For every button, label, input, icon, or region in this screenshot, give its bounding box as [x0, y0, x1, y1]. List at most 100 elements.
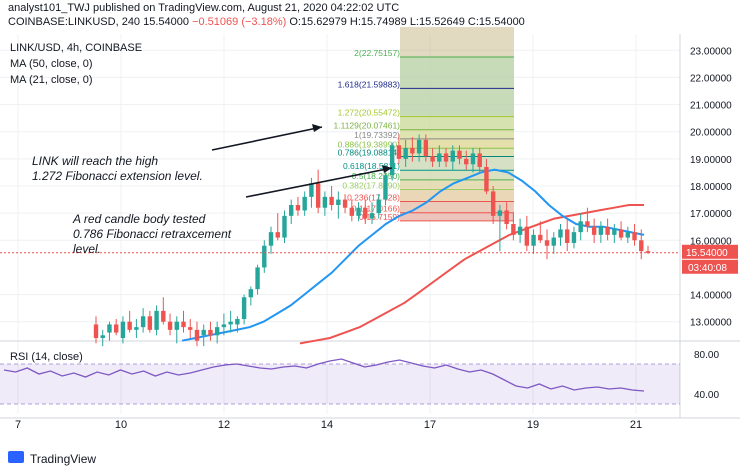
candle-body [531, 234, 536, 246]
candle-body [315, 183, 321, 208]
time-tick-label: 21 [630, 419, 642, 431]
candle-body [275, 232, 280, 238]
candle-body [140, 316, 146, 328]
candle-body [639, 240, 644, 252]
rsi-tick-label: 80.00 [694, 350, 719, 361]
candle-body [437, 153, 442, 162]
candle-body [241, 297, 247, 319]
arrowhead [312, 124, 322, 132]
candle-body [645, 251, 651, 253]
price-change: −0.51069 (−3.18%) [192, 16, 287, 28]
candle-body [470, 153, 476, 165]
price-tick-label: 16.00000 [690, 236, 732, 247]
candle-body [161, 310, 166, 322]
fib-level-label: 1.1129(20.07461) [334, 121, 401, 131]
candle-body [262, 245, 267, 268]
candle-body [363, 207, 368, 219]
fib-level-label: 1.272(20.55472) [338, 108, 401, 118]
candle-body [591, 226, 597, 235]
candle-body [551, 237, 556, 246]
last-price: 15.54000 [143, 16, 190, 28]
brand-name: TradingView [30, 452, 97, 466]
candle-body [558, 229, 563, 238]
candle-body [423, 139, 429, 157]
candle-body [477, 153, 482, 167]
annotation-text: 0.786 Fibonacci retraxcement [73, 227, 232, 241]
candle-body [490, 191, 496, 216]
annotation-text: LINK will reach the high [32, 154, 158, 168]
last-price-label: 15.54000 [686, 248, 728, 259]
candle-body [208, 329, 213, 336]
price-tick-label: 19.00000 [690, 155, 732, 166]
candle-body [450, 150, 455, 162]
fib-band [400, 179, 514, 190]
candle-body [376, 199, 381, 214]
arrowhead [382, 165, 392, 173]
ohlc-values: O:15.62979 H:15.74989 L:15.52649 C:15.54… [289, 16, 525, 28]
candle-body [504, 210, 509, 224]
logo-icon [8, 451, 24, 463]
candle-body [544, 240, 550, 246]
candle-body [605, 226, 610, 235]
candle-body [309, 183, 314, 197]
candle-body [268, 232, 274, 246]
candle-body [255, 267, 260, 290]
candle-body [464, 158, 469, 165]
candle-body [221, 324, 227, 328]
candle-body [322, 196, 328, 208]
candle-body [511, 224, 516, 235]
candle-body [181, 321, 186, 328]
candle-body [174, 321, 179, 330]
plot-area [0, 34, 680, 420]
candle-body [565, 229, 570, 243]
candle-body [517, 226, 523, 235]
price-tick-label: 20.00000 [690, 128, 732, 139]
candle-body [214, 327, 220, 336]
annotation-text: 1.272 Fibonacci extension level. [32, 169, 203, 183]
symbol-line: COINBASE:LINKUSD, 240 15.54000 −0.51069 … [8, 16, 525, 28]
fib-band [400, 212, 514, 221]
candle-body [228, 321, 233, 325]
time-tick-label: 17 [424, 419, 436, 431]
fib-band [400, 88, 514, 117]
candle-body [396, 145, 402, 159]
candle-body [134, 327, 139, 330]
candle-body [578, 221, 583, 233]
fib-level-label: 0.886(19.38990) [338, 139, 401, 149]
candle-body [188, 327, 193, 330]
countdown-badge [682, 259, 738, 274]
fib-band [400, 189, 514, 202]
candle-body [632, 232, 637, 241]
rsi-band [0, 364, 680, 404]
candle-body [598, 226, 604, 235]
candle-body [336, 199, 341, 205]
candle-body [127, 321, 132, 330]
candle-body [289, 205, 294, 216]
candle-body [524, 226, 530, 246]
arrow-line [211, 126, 323, 151]
candle-body [329, 196, 334, 205]
fib-level-label: 0.236(17.428) [347, 193, 400, 203]
author-line: analyst101_TWJ published on TradingView.… [8, 2, 400, 14]
candle-body [571, 232, 577, 243]
candle-body [612, 229, 617, 235]
candle-body [154, 310, 159, 330]
fib-band [400, 156, 514, 171]
candle-body [497, 210, 503, 216]
fib-level-label: 0.5(18.2250) [352, 171, 400, 181]
fib-band [400, 116, 514, 130]
time-tick-label: 10 [115, 419, 127, 431]
fib-level-label: 2(22.75157) [354, 48, 400, 58]
ma21-label: MA (21, close, 0) [10, 74, 93, 86]
candle-body [484, 167, 489, 192]
candle-body [383, 175, 388, 200]
ma50-line [299, 204, 644, 345]
candle-body [201, 329, 206, 336]
candle-body [295, 205, 301, 211]
arrow-line [245, 167, 393, 198]
fib-band [400, 201, 514, 213]
candle-body [443, 153, 449, 162]
price-tick-label: 23.00000 [690, 46, 732, 57]
candle-body [369, 213, 375, 219]
